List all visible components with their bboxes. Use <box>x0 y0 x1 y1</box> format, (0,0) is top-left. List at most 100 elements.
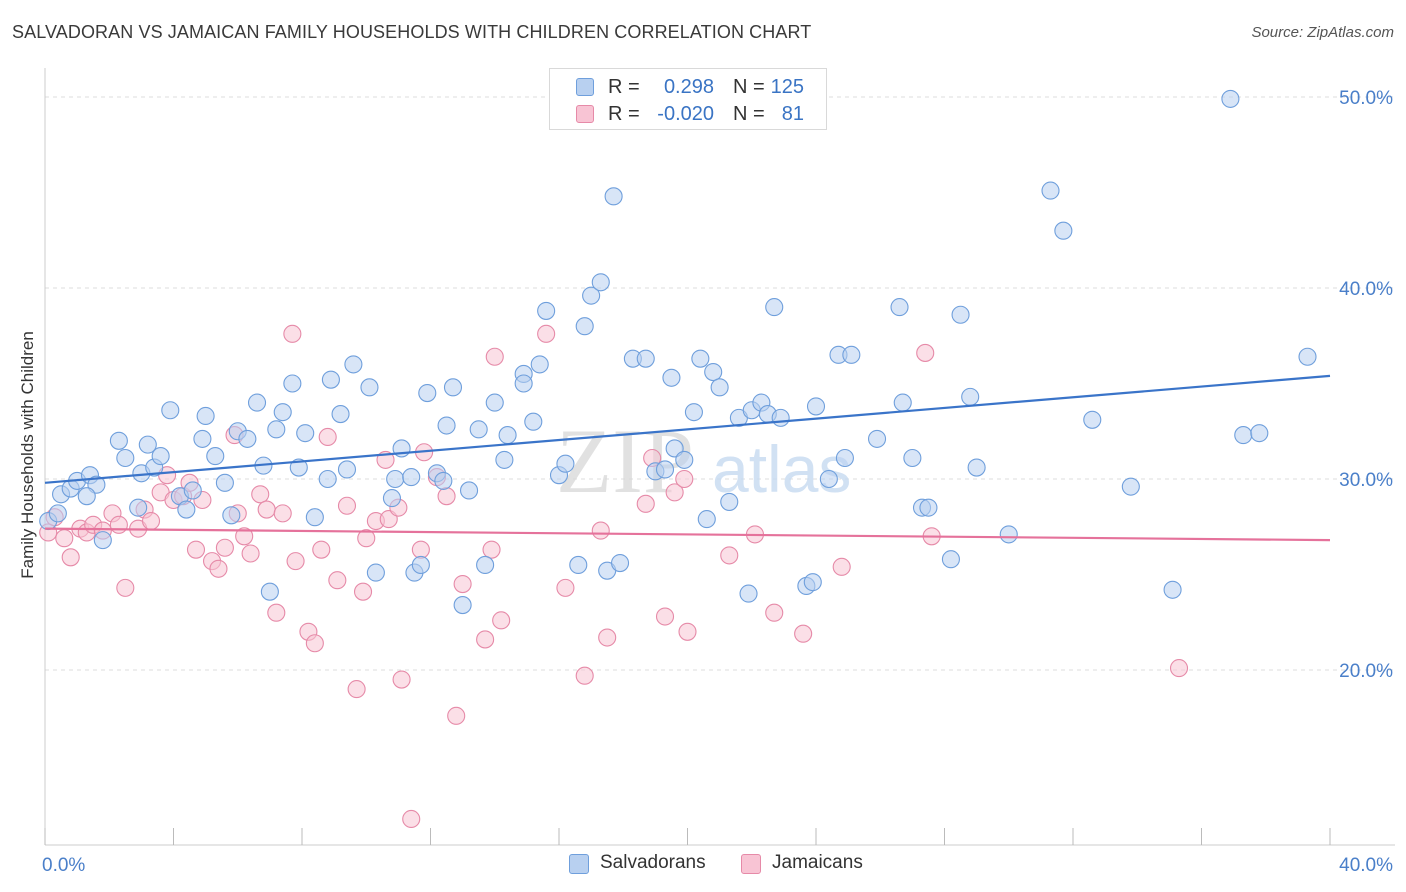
legend-swatch-pink <box>576 105 594 123</box>
jamaicans-point <box>257 500 276 519</box>
x-tick-label: 0.0% <box>42 855 85 876</box>
legend-r-value: 0.298 <box>663 76 714 98</box>
jamaicans-point <box>186 540 206 559</box>
salvadorans-point <box>720 492 739 511</box>
salvadorans-point <box>344 355 363 374</box>
salvadorans-point <box>366 563 385 582</box>
chart-title: SALVADORAN VS JAMAICAN FAMILY HOUSEHOLDS… <box>12 22 812 42</box>
salvadorans-point <box>116 448 135 468</box>
salvadorans-point <box>498 426 517 445</box>
jamaicans-point <box>55 529 74 548</box>
salvadorans-point <box>129 498 148 517</box>
salvadorans-point <box>765 298 784 317</box>
salvadorans-point <box>556 454 575 473</box>
salvadorans-point <box>941 550 960 569</box>
salvadorans-point <box>1298 347 1317 366</box>
jamaicans-point <box>235 527 254 546</box>
salvadorans-point <box>93 531 112 550</box>
salvadorans-point <box>684 403 703 422</box>
jamaicans-point <box>678 622 697 641</box>
salvadorans-point <box>77 487 96 506</box>
salvadorans-point <box>459 481 479 500</box>
salvadorans-point <box>177 500 196 519</box>
salvadorans-point <box>331 405 350 424</box>
salvadorans-point <box>575 317 594 336</box>
salvadorans-point <box>48 504 67 523</box>
salvadorans-point <box>835 448 854 468</box>
jamaicans-point <box>357 529 376 548</box>
jamaicans-point <box>215 538 234 557</box>
salvadorans-point <box>919 498 938 517</box>
salvadorans-point <box>1121 477 1140 496</box>
salvadorans-point <box>697 510 716 529</box>
salvadorans-point <box>710 378 729 397</box>
jamaicans-point <box>765 603 784 622</box>
salvadorans-point <box>453 596 472 615</box>
jamaicans-point <box>591 521 610 540</box>
jamaicans-trend-line <box>44 527 1331 542</box>
jamaicans-point <box>411 540 430 559</box>
legend-label-jamaicans: Jamaicans <box>772 852 863 873</box>
salvadorans-point <box>890 298 909 317</box>
salvadorans-point <box>1221 89 1240 108</box>
salvadorans-point <box>1083 410 1102 429</box>
salvadorans-point <box>283 374 302 393</box>
salvadorans-point <box>610 553 630 573</box>
salvadorans-point <box>289 458 308 477</box>
salvadorans-point <box>771 408 790 427</box>
jamaicans-point <box>720 546 739 565</box>
chart-source: Source: ZipAtlas.com <box>1251 24 1394 41</box>
trend-lines <box>44 374 1331 542</box>
salvadorans-point <box>819 469 838 489</box>
tick-labels: 20.0% 30.0% 40.0% 50.0% 0.0% 40.0% <box>42 88 1393 876</box>
legend-row-jamaicans: R = -0.020 N = 81 <box>550 101 826 127</box>
salvadorans-point <box>305 508 324 527</box>
jamaicans-point <box>916 343 935 362</box>
jamaicans-point <box>337 496 357 515</box>
axes <box>44 68 1395 846</box>
jamaicans-point <box>1169 659 1189 678</box>
jamaicans-point <box>636 494 655 513</box>
legend-n-label: N = <box>733 103 765 125</box>
salvadorans-point <box>418 383 437 403</box>
salvadorans-point <box>183 481 202 500</box>
salvadorans-point <box>485 393 504 412</box>
legend-swatch-blue <box>576 78 594 96</box>
salvadorans-point <box>360 378 379 397</box>
salvadorans-point <box>411 555 430 575</box>
jamaicans-point <box>141 511 161 531</box>
salvadorans-point <box>321 370 340 389</box>
salvadorans-point <box>893 393 912 412</box>
salvadorans-point <box>476 555 495 575</box>
y-tick-label: 50.0% <box>1339 88 1393 109</box>
salvadorans-point <box>967 458 986 477</box>
salvadorans-point <box>530 355 549 374</box>
salvadorans-point <box>267 420 286 439</box>
jamaicans-point <box>286 552 305 571</box>
salvadorans-point <box>514 374 533 393</box>
salvadorans-point <box>1041 181 1060 200</box>
jamaicans-point <box>575 666 594 685</box>
jamaicans-point <box>453 574 472 594</box>
jamaicans-point <box>485 347 504 366</box>
salvadorans-point <box>582 286 601 305</box>
salvadorans-point <box>524 412 543 431</box>
jamaicans-point <box>675 469 694 489</box>
salvadorans-point <box>903 448 922 468</box>
y-axis-label: Family Households with Children <box>18 331 37 579</box>
salvadorans-point <box>636 349 655 368</box>
jamaicans-point <box>318 427 337 447</box>
salvadorans-point <box>238 429 257 448</box>
salvadorans-point <box>739 584 758 603</box>
jamaicans-point <box>476 630 495 649</box>
salvadorans-point <box>691 349 710 368</box>
salvadorans-point <box>655 460 675 479</box>
salvadorans-point <box>273 403 292 422</box>
salvadorans-point <box>296 424 315 443</box>
salvadorans-point <box>951 305 970 324</box>
legend-swatch-jamaicans <box>741 854 761 874</box>
series-legend: Salvadorans Jamaicans <box>0 852 1406 878</box>
salvadorans-point <box>675 450 694 469</box>
salvadorans-point <box>999 525 1018 544</box>
